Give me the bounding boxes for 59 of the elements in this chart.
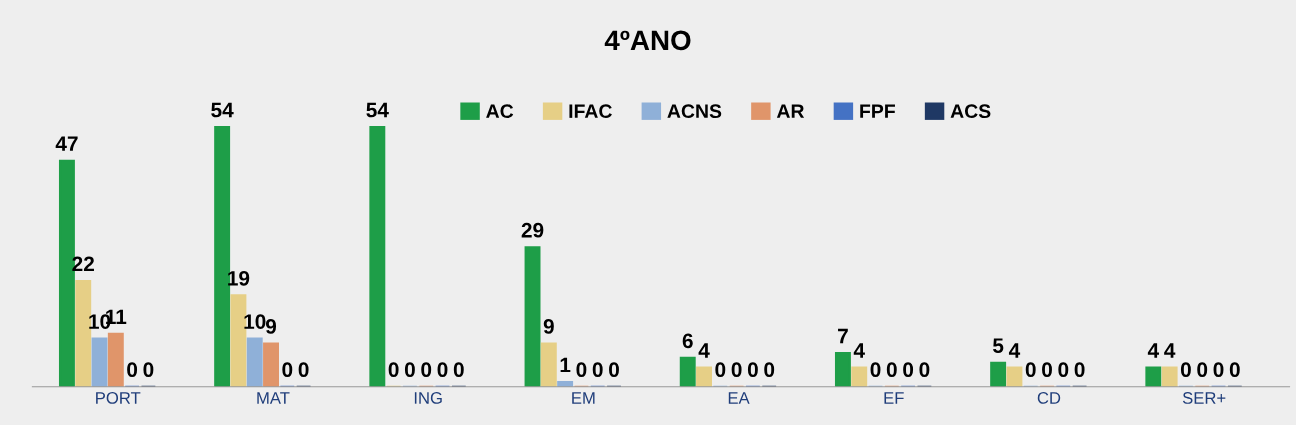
data-label: 54: [366, 102, 389, 118]
data-label: 10: [244, 314, 266, 329]
data-label: 0: [1229, 362, 1240, 378]
data-label: 0: [731, 362, 742, 378]
data-label: 0: [886, 362, 897, 378]
legend-label: FPF: [860, 104, 895, 118]
data-label: 0: [1058, 362, 1069, 378]
x-tick-label: EM: [572, 392, 595, 404]
data-label: 7: [838, 328, 848, 344]
data-label: 1: [560, 357, 571, 373]
x-tick-label: SER+: [1182, 392, 1226, 404]
legend-label: AR: [776, 104, 805, 118]
data-label: 29: [521, 222, 544, 238]
data-label: 0: [143, 362, 154, 378]
data-label: 0: [609, 362, 619, 378]
data-label: 0: [1213, 362, 1224, 378]
legend-label: AC: [486, 104, 514, 119]
data-label: 47: [55, 136, 78, 151]
data-label: 0: [747, 362, 758, 378]
data-label: 0: [1025, 362, 1036, 378]
data-label: 4: [698, 343, 710, 358]
x-tick-label: ING: [414, 392, 442, 404]
data-label: 0: [404, 362, 415, 378]
data-label: 0: [592, 362, 603, 378]
data-label: 0: [764, 362, 775, 378]
data-label: 0: [453, 362, 464, 378]
data-label: 0: [870, 362, 881, 378]
x-tick-label: EA: [728, 392, 750, 404]
data-label: 0: [282, 362, 293, 378]
data-label: 0: [1074, 362, 1085, 378]
data-label: 0: [903, 362, 914, 378]
data-label: 0: [437, 362, 448, 378]
data-label: 4: [853, 343, 865, 358]
x-tick-label: CD: [1037, 392, 1061, 404]
legend-label: IFAC: [569, 104, 612, 119]
data-label: 0: [388, 362, 399, 378]
x-tick-label: EF: [884, 392, 904, 404]
data-label: 9: [543, 319, 554, 334]
x-tick-label: PORT: [96, 392, 141, 404]
data-label: 0: [1042, 362, 1052, 378]
data-label: 54: [211, 102, 234, 118]
legend-label: ACS: [950, 104, 991, 119]
data-label: 6: [682, 333, 693, 349]
data-label: 5: [992, 338, 1004, 354]
data-label: 0: [715, 362, 726, 378]
x-tick-label: MAT: [257, 392, 290, 404]
data-label: 0: [576, 362, 587, 378]
data-label: 0: [1197, 362, 1208, 378]
data-label: 0: [298, 362, 309, 378]
data-label: 0: [1180, 362, 1191, 378]
data-label: 9: [265, 319, 277, 334]
data-label: 4: [1147, 343, 1160, 358]
data-label: 0: [421, 362, 432, 378]
legend-label: ACNS: [667, 104, 722, 119]
data-label: 4: [1008, 343, 1021, 358]
data-label: 0: [127, 362, 138, 378]
data-label: 0: [919, 362, 930, 378]
data-label: 4: [1164, 343, 1176, 358]
chart-title: 4ºANO: [604, 30, 691, 51]
